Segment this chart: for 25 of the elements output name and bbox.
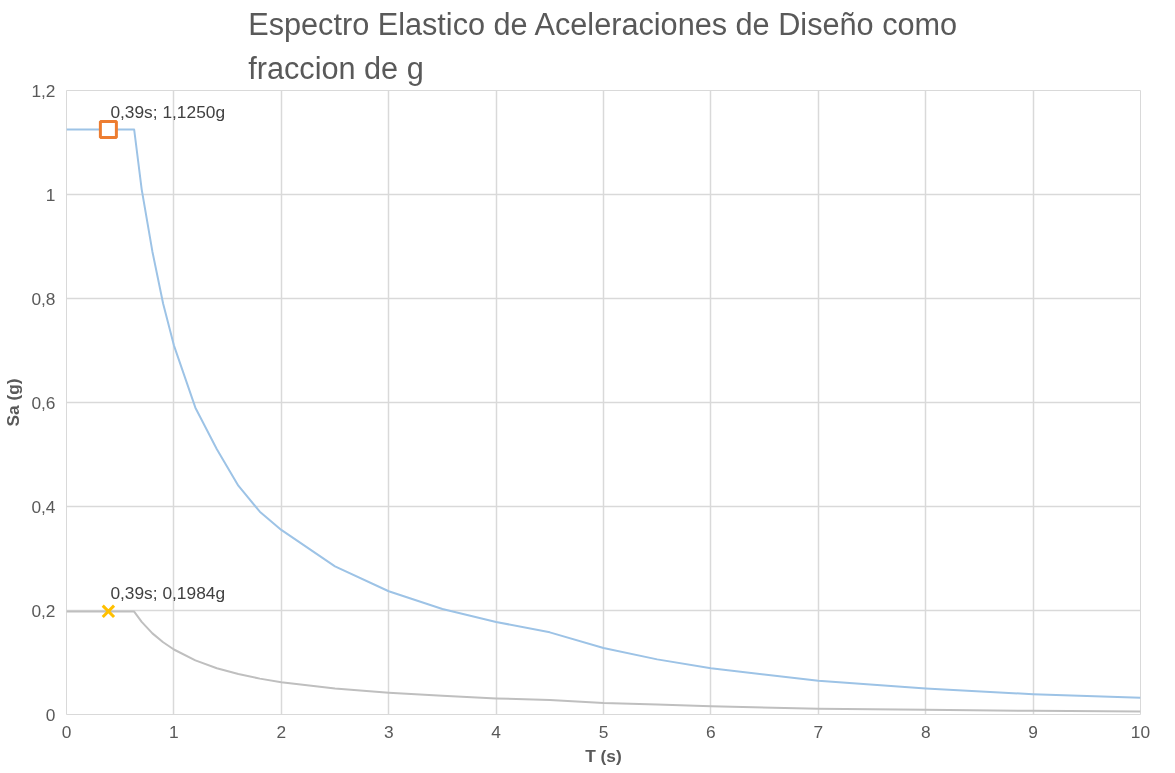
y-tick-label: 0,6 [31,392,56,413]
x-tick-label: 5 [598,721,609,742]
x-tick-label: 0 [61,721,72,742]
y-tick-label: 0,8 [31,288,56,309]
x-tick-label: 6 [706,721,716,742]
y-axis-title: Sa (g) [3,378,24,427]
y-tick-label: 1,2 [31,80,56,101]
line-series [66,610,1141,713]
x-axis-title: T (s) [585,745,622,766]
y-tick-label: 0 [45,704,56,725]
data-label: 0,39s; 1,1250g [110,101,226,122]
chart-title: Espectro Elastico de Aceleraciones de Diseño como fraccion de g [248,7,958,87]
y-tick-label: 0,2 [31,600,56,621]
y-tick-label: 0,4 [31,496,56,517]
x-tick-label: 7 [813,721,824,742]
x-tick-label: 1 [169,721,179,742]
x-tick-label: 10 [1130,721,1151,742]
line-series [66,128,1141,699]
data-label: 0,39s; 0,1984g [110,583,226,604]
x-tick-label: 9 [1028,721,1038,742]
x-tick-label: 3 [383,721,394,742]
y-tick-label: 1 [45,184,56,205]
x-tick-label: 4 [491,721,502,742]
x-tick-label: 8 [920,721,931,742]
x-tick-label: 2 [276,721,287,742]
